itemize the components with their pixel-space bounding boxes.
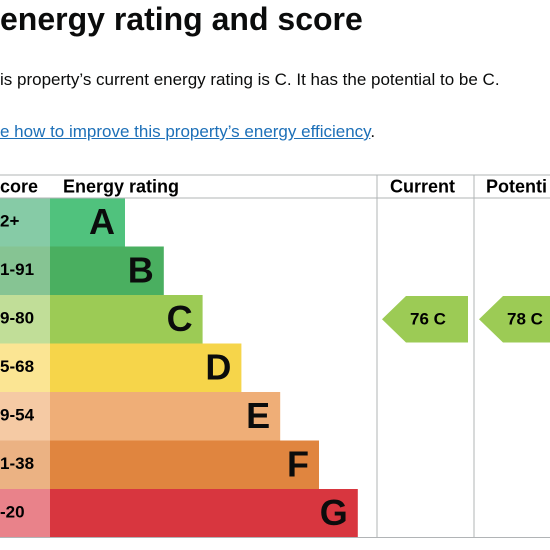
- score-cell: [0, 343, 50, 392]
- score-cell: [0, 392, 50, 441]
- link-line: e how to improve this property’s energy …: [0, 120, 375, 144]
- band-bar: [50, 489, 358, 538]
- potential-label: 78 C: [507, 310, 543, 329]
- score-range: 9-80: [0, 309, 34, 328]
- score-cell: [0, 246, 50, 295]
- band-letter: C: [167, 298, 193, 339]
- heading: energy rating and score: [0, 1, 363, 37]
- band-letter: F: [287, 443, 309, 484]
- score-range: 1-38: [0, 454, 34, 473]
- score-cell: [0, 489, 50, 538]
- score-cell: [0, 198, 50, 247]
- band-bar: [50, 295, 203, 344]
- band-letter: D: [205, 346, 231, 387]
- band-bar: [50, 440, 319, 489]
- score-cell: [0, 440, 50, 489]
- band-bar: [50, 198, 125, 247]
- column-header: Current: [390, 176, 455, 196]
- band-bar: [50, 246, 164, 295]
- potential-arrow: [479, 296, 550, 343]
- score-range: -20: [0, 503, 25, 522]
- band-bar: [50, 343, 242, 392]
- score-range: 1-91: [0, 260, 34, 279]
- band-letter: G: [320, 492, 348, 533]
- summary: is property’s current energy rating is C…: [0, 70, 500, 89]
- score-range: 9-54: [0, 406, 35, 425]
- column-header: Potenti: [486, 176, 547, 196]
- current-arrow: [382, 296, 468, 343]
- score-range: 5-68: [0, 357, 34, 376]
- column-header: Energy rating: [63, 176, 179, 196]
- score-cell: [0, 295, 50, 344]
- current-label: 76 C: [410, 310, 446, 329]
- band-letter: A: [89, 201, 115, 242]
- punctuation: .: [370, 122, 376, 141]
- score-range: 2+: [0, 212, 19, 231]
- band-bar: [50, 392, 281, 441]
- improve-link[interactable]: e how to improve this property’s energy …: [0, 122, 371, 141]
- column-header: core: [0, 176, 38, 196]
- band-letter: E: [246, 395, 270, 436]
- band-letter: B: [128, 249, 154, 290]
